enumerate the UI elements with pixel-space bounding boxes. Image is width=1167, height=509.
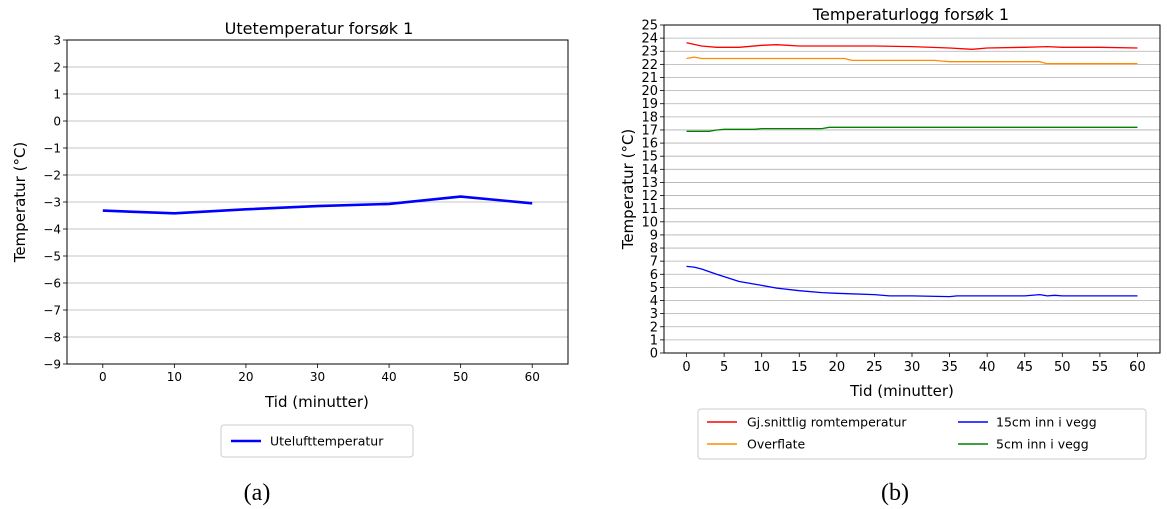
chart-a-lines bbox=[102, 195, 533, 215]
chart-b-x-tick-label: 35 bbox=[941, 360, 958, 375]
chart-b-grid bbox=[664, 37, 1160, 341]
chart-b-x-tick-label: 30 bbox=[904, 360, 921, 375]
chart-b-y-tick-label: 11 bbox=[641, 202, 658, 217]
chart-b-legend-label-3: 5cm inn i vegg bbox=[996, 437, 1089, 452]
chart-a-x-tick-label: 40 bbox=[381, 370, 396, 384]
chart-b-y-tick-label: 4 bbox=[650, 294, 658, 309]
chart-b-legend: Gj.snittlig romtemperatur Overflate 15cm… bbox=[697, 408, 1147, 460]
chart-b-lines bbox=[686, 42, 1138, 298]
chart-b-x-tick-label: 25 bbox=[866, 360, 883, 375]
chart-a-series-line-0 bbox=[102, 195, 533, 215]
chart-b-x-tick-label: 40 bbox=[979, 360, 996, 375]
chart-b: Temperaturlogg forsøk 1 0 5 10 15 20 25 30 35 40… bbox=[619, 5, 1161, 506]
chart-b-y-tick-label: 12 bbox=[641, 189, 658, 204]
chart-b-y-tick-label: 20 bbox=[641, 84, 658, 99]
chart-b-y-tick-label: 24 bbox=[641, 32, 658, 47]
chart-b-y-tick-label: 0 bbox=[650, 347, 658, 362]
chart-a-y-tick-label: 1 bbox=[53, 88, 61, 102]
chart-a-y-tick-label: −8 bbox=[43, 331, 61, 345]
chart-b-series-line-0 bbox=[686, 42, 1138, 50]
chart-b-x-tick-label: 20 bbox=[829, 360, 846, 375]
chart-b-y-tick-label: 10 bbox=[641, 215, 658, 230]
chart-b-y-tick-label: 23 bbox=[641, 45, 658, 60]
chart-b-y-tick-label: 5 bbox=[650, 281, 658, 296]
chart-b-title: Temperaturlogg forsøk 1 bbox=[812, 5, 1009, 24]
chart-a-y-tick-label: −6 bbox=[43, 277, 61, 291]
chart-b-y-tick-label: 14 bbox=[641, 163, 658, 178]
chart-b-caption: (b) bbox=[881, 480, 909, 506]
chart-a-x-tick-label: 20 bbox=[238, 370, 253, 384]
chart-b-series-line-1 bbox=[686, 56, 1138, 65]
chart-b-y-tick-label: 18 bbox=[641, 110, 658, 125]
chart-a-y-tick-label: −4 bbox=[43, 223, 61, 237]
chart-a-y-tick-label: −3 bbox=[43, 196, 61, 210]
chart-b-legend-label-2: 15cm inn i vegg bbox=[996, 415, 1097, 430]
chart-b-y-tick-label: 13 bbox=[641, 176, 658, 191]
chart-b-x-axis: 0 5 10 15 20 25 30 35 40 45 50 55 60 bbox=[682, 353, 1146, 375]
chart-b-y-tick-label: 16 bbox=[641, 137, 658, 152]
chart-b-x-tick-label: 60 bbox=[1129, 360, 1146, 375]
chart-a-y-tick-label: 2 bbox=[53, 61, 61, 75]
chart-a-caption: (a) bbox=[244, 480, 271, 506]
chart-b-legend-label-0: Gj.snittlig romtemperatur bbox=[747, 415, 907, 430]
chart-b-frame bbox=[663, 24, 1161, 354]
chart-a-x-tick-label: 10 bbox=[167, 370, 182, 384]
chart-a-legend-box bbox=[220, 424, 414, 458]
chart-b-y-tick-label: 17 bbox=[641, 123, 658, 138]
chart-b-y-tick-label: 22 bbox=[641, 58, 658, 73]
chart-b-legend-label-1: Overflate bbox=[747, 437, 806, 452]
chart-a-y-tick-label: −5 bbox=[43, 250, 61, 264]
chart-a-legend: Utelufttemperatur bbox=[220, 424, 414, 458]
chart-b-y-tick-label: 15 bbox=[641, 150, 658, 165]
chart-b-y-tick-label: 3 bbox=[650, 307, 658, 322]
chart-b-x-tick-label: 10 bbox=[753, 360, 770, 375]
chart-a-x-label: Tid (minutter) bbox=[264, 393, 369, 411]
chart-b-series-line-2 bbox=[686, 265, 1138, 298]
chart-a-grid bbox=[67, 66, 568, 338]
chart-a-y-tick-label: −2 bbox=[43, 169, 61, 183]
chart-b-y-tick-label: 19 bbox=[641, 97, 658, 112]
chart-b-x-tick-label: 55 bbox=[1092, 360, 1109, 375]
chart-a-y-tick-label: −1 bbox=[43, 142, 61, 156]
chart-b-y-tick-label: 7 bbox=[650, 255, 658, 270]
chart-b-y-tick-label: 9 bbox=[650, 228, 658, 243]
chart-b-y-label: Temperatur (°C) bbox=[619, 129, 637, 251]
chart-a-title: Utetemperatur forsøk 1 bbox=[225, 19, 414, 38]
chart-b-x-tick-label: 5 bbox=[720, 360, 728, 375]
chart-b-y-tick-label: 25 bbox=[641, 19, 658, 34]
chart-b-y-tick-label: 6 bbox=[650, 268, 658, 283]
chart-a-y-tick-label: 3 bbox=[53, 34, 61, 48]
chart-b-y-tick-label: 21 bbox=[641, 71, 658, 86]
chart-a-x-axis: 0 10 20 30 40 50 60 bbox=[99, 364, 540, 384]
chart-a-y-label: Temperatur (°C) bbox=[11, 142, 29, 264]
chart-a-x-tick-label: 50 bbox=[453, 370, 468, 384]
chart-a-y-tick-label: −7 bbox=[43, 304, 61, 318]
chart-a-legend-label: Utelufttemperatur bbox=[270, 434, 384, 449]
chart-a-y-tick-label: 0 bbox=[53, 115, 61, 129]
chart-a-y-tick-label: −9 bbox=[43, 358, 61, 372]
chart-b-x-label: Tid (minutter) bbox=[849, 382, 954, 400]
chart-b-x-tick-label: 45 bbox=[1016, 360, 1033, 375]
chart-a-x-tick-label: 30 bbox=[310, 370, 325, 384]
chart-b-y-tick-label: 2 bbox=[650, 320, 658, 335]
chart-b-y-tick-label: 1 bbox=[650, 333, 658, 348]
chart-b-x-tick-label: 0 bbox=[682, 360, 690, 375]
chart-a-x-tick-label: 60 bbox=[525, 370, 540, 384]
chart-b-y-axis: 0123456789101112131415161718192021222324… bbox=[641, 19, 664, 362]
chart-b-x-tick-label: 15 bbox=[791, 360, 808, 375]
chart-b-x-tick-label: 50 bbox=[1054, 360, 1071, 375]
chart-b-y-tick-label: 8 bbox=[650, 242, 658, 257]
chart-b-series-line-3 bbox=[686, 126, 1138, 132]
chart-a: Utetemperatur forsøk 1 0 10 20 30 40 50 60 −9−… bbox=[11, 19, 569, 506]
chart-b-legend-box bbox=[697, 408, 1147, 460]
chart-a-y-axis: −9 −8 −7 −6 −5 −4 −3 −2 −1 0 1 2 3 bbox=[43, 34, 67, 372]
chart-a-x-tick-label: 0 bbox=[99, 370, 107, 384]
